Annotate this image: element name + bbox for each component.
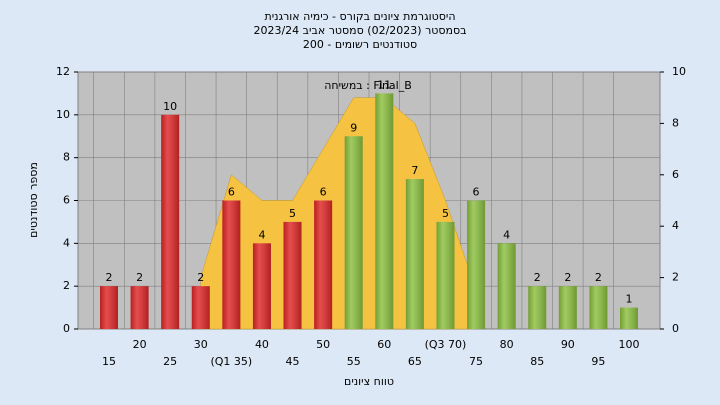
bar-shade bbox=[497, 243, 516, 329]
bar-shade bbox=[100, 286, 118, 329]
bar-shade bbox=[620, 307, 638, 329]
x-tick-label: 100 bbox=[619, 338, 640, 351]
y2-tick-label: 10 bbox=[672, 65, 686, 78]
data-label: 2 bbox=[534, 271, 541, 284]
data-label: 1 bbox=[626, 293, 633, 306]
data-label: 5 bbox=[289, 207, 296, 220]
chart-subtitle: סטודנטים רשומים - 200 bbox=[303, 38, 417, 51]
bar-shade bbox=[130, 286, 149, 329]
bar-shade bbox=[375, 93, 394, 330]
bar-shade bbox=[344, 136, 363, 329]
x-tick-label: (Q3 70) bbox=[425, 338, 467, 351]
data-label: 10 bbox=[163, 100, 177, 113]
bar-shade bbox=[222, 200, 241, 329]
series-annotation: במשיחה : Final_B bbox=[324, 79, 412, 92]
data-label: 6 bbox=[473, 186, 480, 199]
y2-tick-label: 2 bbox=[672, 271, 679, 284]
y-tick-label: 0 bbox=[63, 322, 70, 335]
x-tick-label: (Q1 35) bbox=[210, 355, 252, 368]
data-label: 5 bbox=[442, 207, 449, 220]
data-label: 7 bbox=[411, 164, 418, 177]
bar-shade bbox=[589, 286, 608, 329]
bar-shade bbox=[558, 286, 577, 329]
y-tick-label: 6 bbox=[63, 194, 70, 207]
x-tick-label: 15 bbox=[102, 355, 116, 368]
bar-shade bbox=[314, 200, 333, 329]
x-tick-label: 90 bbox=[561, 338, 575, 351]
x-tick-label: 95 bbox=[591, 355, 605, 368]
x-axis-label: טווח ציונים bbox=[344, 375, 394, 388]
y2-tick-label: 4 bbox=[672, 219, 679, 232]
data-label: 6 bbox=[228, 186, 235, 199]
x-tick-label: 55 bbox=[347, 355, 361, 368]
bar-shade bbox=[161, 114, 180, 329]
x-tick-label: 40 bbox=[255, 338, 269, 351]
data-label: 11 bbox=[377, 78, 391, 91]
data-label: 2 bbox=[564, 271, 571, 284]
chart-title: היסטוגרמת ציונים בקורס - כימיה אורגנית bbox=[264, 10, 455, 23]
bar-shade bbox=[528, 286, 547, 329]
x-tick-label: 50 bbox=[316, 338, 330, 351]
bar-shade bbox=[467, 200, 486, 329]
x-tick-label: 25 bbox=[163, 355, 177, 368]
chart-subtitle: בסמסטר (02/2023) סמסטר אביב 2023/24 bbox=[253, 24, 466, 37]
y-tick-label: 8 bbox=[63, 151, 70, 164]
bar-shade bbox=[283, 221, 302, 329]
x-tick-label: 30 bbox=[194, 338, 208, 351]
bar-shade bbox=[405, 179, 424, 329]
x-tick-label: 45 bbox=[286, 355, 300, 368]
y-tick-label: 12 bbox=[56, 65, 70, 78]
data-label: 6 bbox=[320, 186, 327, 199]
x-tick-label: 80 bbox=[500, 338, 514, 351]
x-tick-label: 65 bbox=[408, 355, 422, 368]
y2-tick-label: 8 bbox=[672, 116, 679, 129]
x-tick-label: 75 bbox=[469, 355, 483, 368]
data-label: 4 bbox=[503, 228, 510, 241]
x-tick-label: 85 bbox=[530, 355, 544, 368]
y-tick-label: 2 bbox=[63, 279, 70, 292]
y2-tick-label: 6 bbox=[672, 168, 679, 181]
data-label: 2 bbox=[197, 271, 204, 284]
y2-tick-label: 0 bbox=[672, 322, 679, 335]
bar-shade bbox=[191, 286, 210, 329]
y-tick-label: 10 bbox=[56, 108, 70, 121]
data-label: 2 bbox=[136, 271, 143, 284]
bar-shade bbox=[252, 243, 271, 329]
y-tick-label: 4 bbox=[63, 236, 70, 249]
data-label: 4 bbox=[258, 228, 265, 241]
data-label: 2 bbox=[106, 271, 113, 284]
x-tick-label: 20 bbox=[133, 338, 147, 351]
bar-shade bbox=[436, 221, 455, 329]
x-tick-label: 60 bbox=[377, 338, 391, 351]
y-axis-label: מספר סטודנטים bbox=[27, 162, 40, 238]
data-label: 9 bbox=[350, 121, 357, 134]
data-label: 2 bbox=[595, 271, 602, 284]
